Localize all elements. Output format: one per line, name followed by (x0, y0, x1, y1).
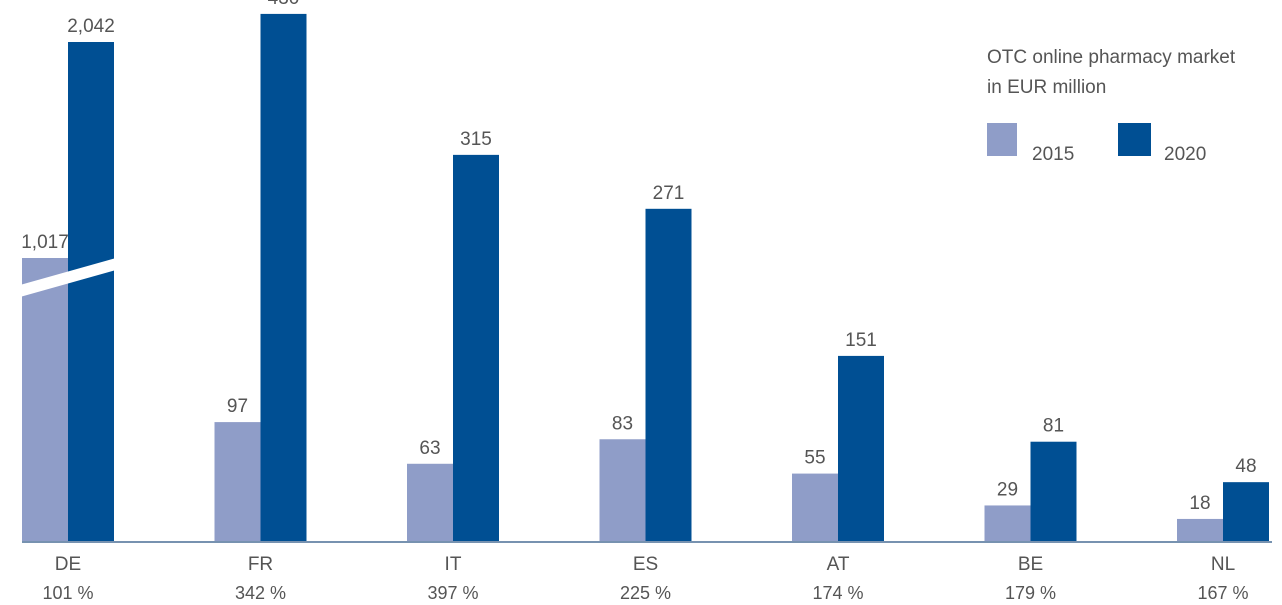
bar-2020-DE (68, 42, 114, 541)
bar-2015-ES (599, 439, 646, 541)
bar-2015-FR (214, 422, 261, 541)
bar-2020-IT (453, 154, 499, 542)
legend-swatch-2020 (1118, 123, 1151, 156)
bar-2015-IT (407, 463, 453, 541)
bar-2020-ES (645, 208, 692, 541)
labels-layer: 1,017 2,042 DE 101 % 97 430 FR 342 % 63 315 IT 397 … (21, 0, 1256, 603)
value-label-2020-AT: 151 (845, 330, 877, 351)
bars-layer (20, 13, 1269, 542)
value-label-2020-IT: 315 (460, 129, 492, 150)
growth-label-NL: 167 % (1197, 583, 1248, 603)
value-label-2020-BE: 81 (1043, 416, 1064, 437)
category-label-AT: AT (827, 554, 850, 575)
value-label-2015-DE: 1,017 (21, 232, 69, 253)
bar-2015-AT (792, 473, 838, 541)
growth-label-BE: 179 % (1005, 583, 1056, 603)
bar-2015-BE (984, 505, 1031, 541)
legend-label-2020: 2020 (1164, 144, 1206, 165)
value-label-2015-AT: 55 (804, 448, 825, 469)
legend: OTC online pharmacy market in EUR millio… (987, 47, 1236, 165)
category-label-NL: NL (1211, 554, 1235, 575)
legend-label-2015: 2015 (1032, 144, 1074, 165)
category-label-DE: DE (55, 554, 81, 575)
growth-label-ES: 225 % (620, 583, 671, 603)
axis-break-marker (20, 258, 116, 297)
value-label-2020-DE: 2,042 (67, 16, 115, 37)
bar-2020-NL (1223, 482, 1269, 541)
value-label-2015-FR: 97 (227, 396, 248, 417)
value-label-2015-ES: 83 (612, 413, 633, 434)
category-label-IT: IT (445, 554, 462, 575)
bar-2020-AT (838, 355, 884, 541)
growth-label-DE: 101 % (42, 583, 93, 603)
value-label-2020-NL: 48 (1235, 456, 1256, 477)
category-label-BE: BE (1018, 554, 1043, 575)
legend-title-line-1: OTC online pharmacy market (987, 47, 1236, 68)
value-label-2015-IT: 63 (419, 438, 440, 459)
category-label-FR: FR (248, 554, 273, 575)
value-label-2015-BE: 29 (997, 479, 1018, 500)
category-label-ES: ES (633, 554, 658, 575)
growth-label-IT: 397 % (427, 583, 478, 603)
bar-2015-NL (1177, 518, 1223, 541)
growth-label-AT: 174 % (812, 583, 863, 603)
growth-label-FR: 342 % (235, 583, 286, 603)
value-label-2020-FR: 430 (268, 0, 300, 9)
bar-2020-BE (1030, 441, 1077, 541)
bar-2020-FR (260, 13, 307, 541)
value-label-2020-ES: 271 (653, 183, 685, 204)
legend-title-line-2: in EUR million (987, 77, 1106, 98)
legend-swatch-2015 (987, 123, 1017, 156)
value-label-2015-NL: 18 (1189, 493, 1210, 514)
bar-2015-DE (22, 258, 68, 541)
